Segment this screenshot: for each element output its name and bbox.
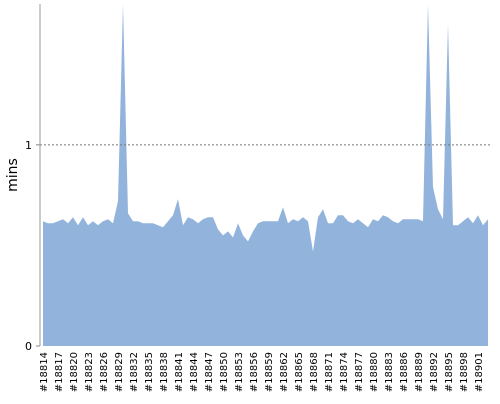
x-tick-label: #18877 <box>354 352 365 392</box>
x-tick-label: #18862 <box>279 352 290 392</box>
x-tick-label: #18886 <box>399 352 410 392</box>
area <box>43 4 488 346</box>
x-tick-label: #18871 <box>324 352 335 392</box>
x-tick-label: #18823 <box>84 352 95 392</box>
x-tick-label: #18868 <box>309 352 320 392</box>
x-tick-label: #18847 <box>204 352 215 392</box>
x-tick-label: #18832 <box>129 352 140 392</box>
x-tick-label: #18814 <box>39 352 50 392</box>
x-tick-label: #18898 <box>459 352 470 392</box>
x-tick-label: #18838 <box>159 352 170 392</box>
x-tick-label: #18817 <box>54 352 65 392</box>
x-tick-label: #18835 <box>144 352 155 392</box>
x-tick-label: #18895 <box>444 352 455 392</box>
x-tick-label: #18841 <box>174 352 185 392</box>
x-tick-label: #18826 <box>99 352 110 392</box>
x-tick-label: #18892 <box>429 352 440 392</box>
x-tick-label: #18883 <box>384 352 395 392</box>
x-tick-label: #18889 <box>414 352 425 392</box>
x-tick-label: #18901 <box>474 352 485 392</box>
x-tick-label: #18853 <box>234 352 245 392</box>
y-tick-label: 1 <box>25 139 32 152</box>
x-tick-label: #18844 <box>189 352 200 392</box>
x-tick-label: #18865 <box>294 352 305 392</box>
x-tick-label: #18820 <box>69 352 80 392</box>
y-tick-label: 0 <box>25 340 32 353</box>
y-axis-label: mins <box>5 158 21 192</box>
x-tick-label: #18850 <box>219 352 230 392</box>
x-tick-label: #18859 <box>264 352 275 392</box>
x-tick-label: #18874 <box>339 352 350 392</box>
x-tick-label: #18856 <box>249 352 260 392</box>
x-tick-label: #18829 <box>114 352 125 392</box>
x-tick-label: #18880 <box>369 352 380 392</box>
